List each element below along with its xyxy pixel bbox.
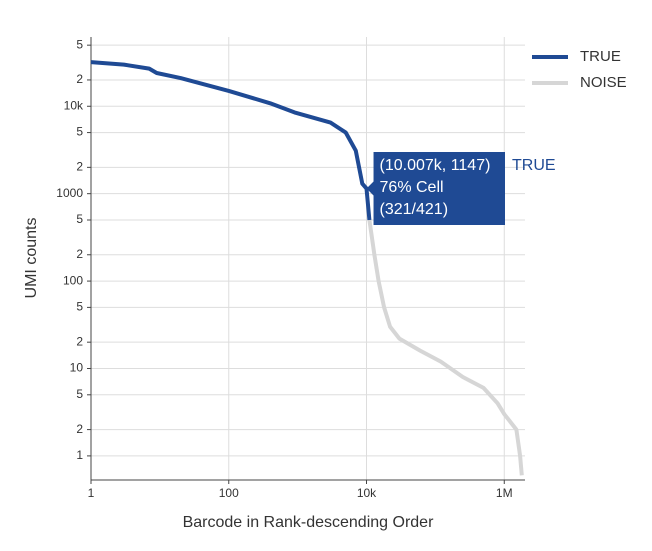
tooltip-text: (321/421) — [380, 201, 449, 218]
y-tick-label: 2 — [76, 422, 83, 436]
tooltip-text: 76% Cell — [380, 179, 444, 196]
y-tick-label: 10 — [70, 361, 84, 375]
y-tick-label: 2 — [76, 247, 83, 261]
y-tick-label: 1 — [76, 448, 83, 462]
x-tick-label: 1M — [496, 486, 513, 500]
y-tick-label: 5 — [76, 300, 83, 314]
y-tick-label: 5 — [76, 125, 83, 139]
y-axis-label: UMI counts — [23, 218, 40, 299]
y-tick-label: 100 — [63, 273, 83, 287]
x-axis-label: Barcode in Rank-descending Order — [183, 514, 434, 531]
y-tick-label: 5 — [76, 37, 83, 51]
x-tick-label: 1 — [88, 486, 95, 500]
y-tick-label: 10k — [64, 98, 84, 112]
series-line — [90, 60, 372, 221]
y-tick-label: 2 — [76, 334, 83, 348]
legend-label: TRUE — [580, 48, 621, 65]
x-tick-label: 100 — [219, 486, 239, 500]
tooltip-box — [366, 152, 505, 225]
legend-label: NOISE — [580, 74, 627, 91]
series-line — [367, 219, 524, 476]
tooltip-text: (10.007k, 1147) — [380, 157, 491, 174]
tooltip-series: TRUE — [512, 157, 556, 174]
y-tick-label: 2 — [76, 160, 83, 174]
y-tick-label: 5 — [76, 212, 83, 226]
y-tick-label: 5 — [76, 387, 83, 401]
y-tick-label: 1000 — [56, 186, 83, 200]
x-tick-label: 10k — [357, 486, 377, 500]
y-tick-label: 2 — [76, 72, 83, 86]
